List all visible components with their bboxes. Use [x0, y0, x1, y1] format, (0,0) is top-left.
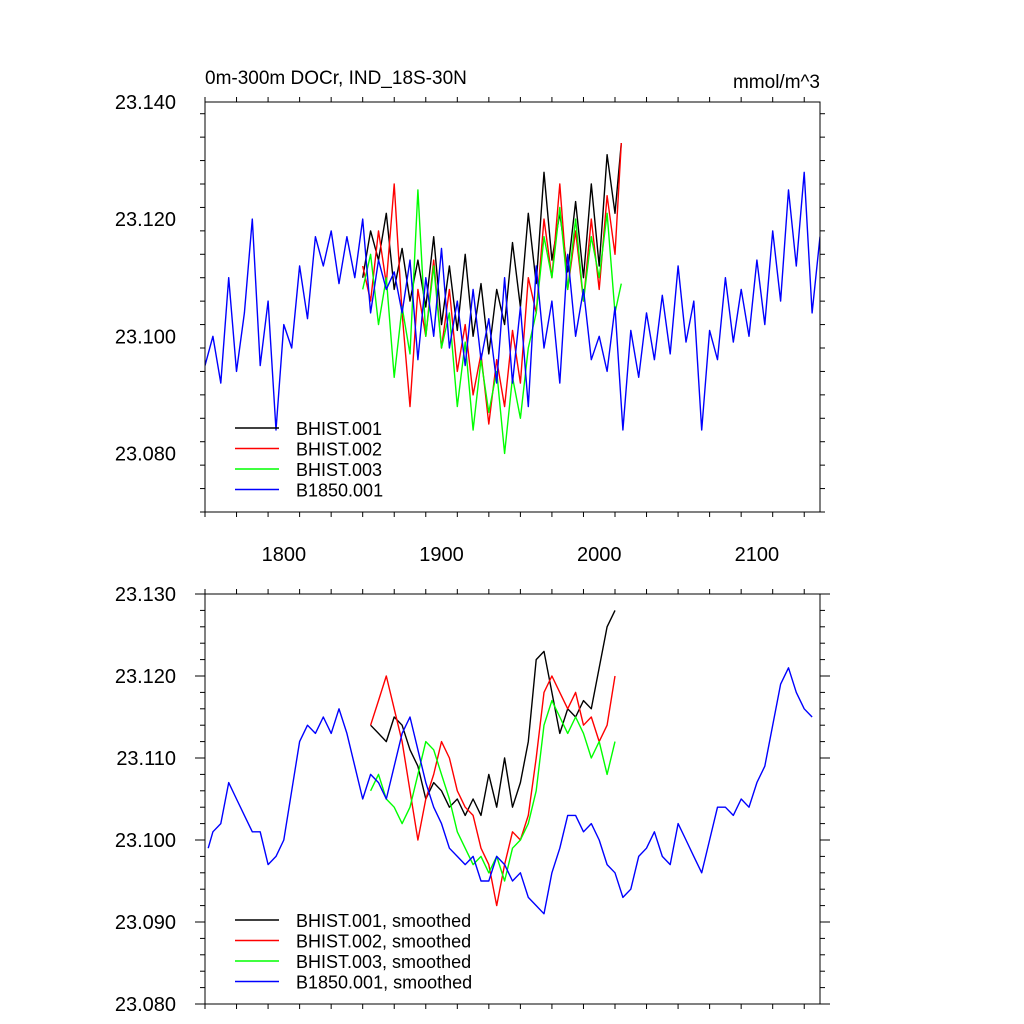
- y-tick-label: 23.080: [115, 994, 176, 1016]
- y-tick-label: 23.110: [116, 748, 176, 770]
- y-tick-label: 23.140: [115, 92, 176, 114]
- series-line-4: [205, 171, 820, 431]
- y-tick-label: 23.130: [115, 584, 176, 606]
- y-tick-label: 23.090: [115, 912, 176, 934]
- x-tick-label: 1800: [262, 544, 307, 566]
- series-line-3: [369, 699, 616, 882]
- legend-label: BHIST.003, smoothed: [296, 952, 471, 972]
- legend-label: B1850.001: [296, 481, 383, 501]
- units-label: mmol/m^3: [733, 72, 820, 93]
- legend-label: BHIST.001: [296, 419, 382, 439]
- chart-title: 0m-300m DOCr, IND_18S-30N: [205, 68, 467, 89]
- legend-label: BHIST.002: [296, 440, 382, 460]
- legend-label: BHIST.002, smoothed: [296, 932, 471, 952]
- y-tick-label: 23.080: [115, 443, 176, 465]
- x-tick-label: 1900: [419, 544, 464, 566]
- series-line-3: [362, 189, 622, 455]
- plot-frame: [204, 593, 821, 1005]
- chart-panel-2: 23.080 23.090 23.100 23.110 23.120 23.130 BHIS…: [115, 584, 830, 1016]
- series-line-1: [370, 610, 616, 817]
- series-line-1: [362, 142, 622, 355]
- y-tick-label: 23.120: [115, 666, 176, 688]
- legend-label: BHIST.003: [296, 460, 382, 480]
- y-tick-label: 23.100: [115, 326, 176, 348]
- plot-frame: [204, 101, 821, 513]
- chart-panel-1: 23.080 23.100 23.120 23.140 1800 1900 2000 2100…: [115, 68, 825, 566]
- series-line-4: [207, 667, 813, 915]
- y-tick-label: 23.120: [115, 209, 176, 231]
- legend-label: BHIST.001, smoothed: [296, 911, 471, 931]
- legend-label: B1850.001, smoothed: [296, 973, 472, 993]
- x-tick-label: 2100: [735, 544, 780, 566]
- x-tick-label: 2000: [577, 544, 622, 566]
- y-tick-label: 23.100: [115, 830, 176, 852]
